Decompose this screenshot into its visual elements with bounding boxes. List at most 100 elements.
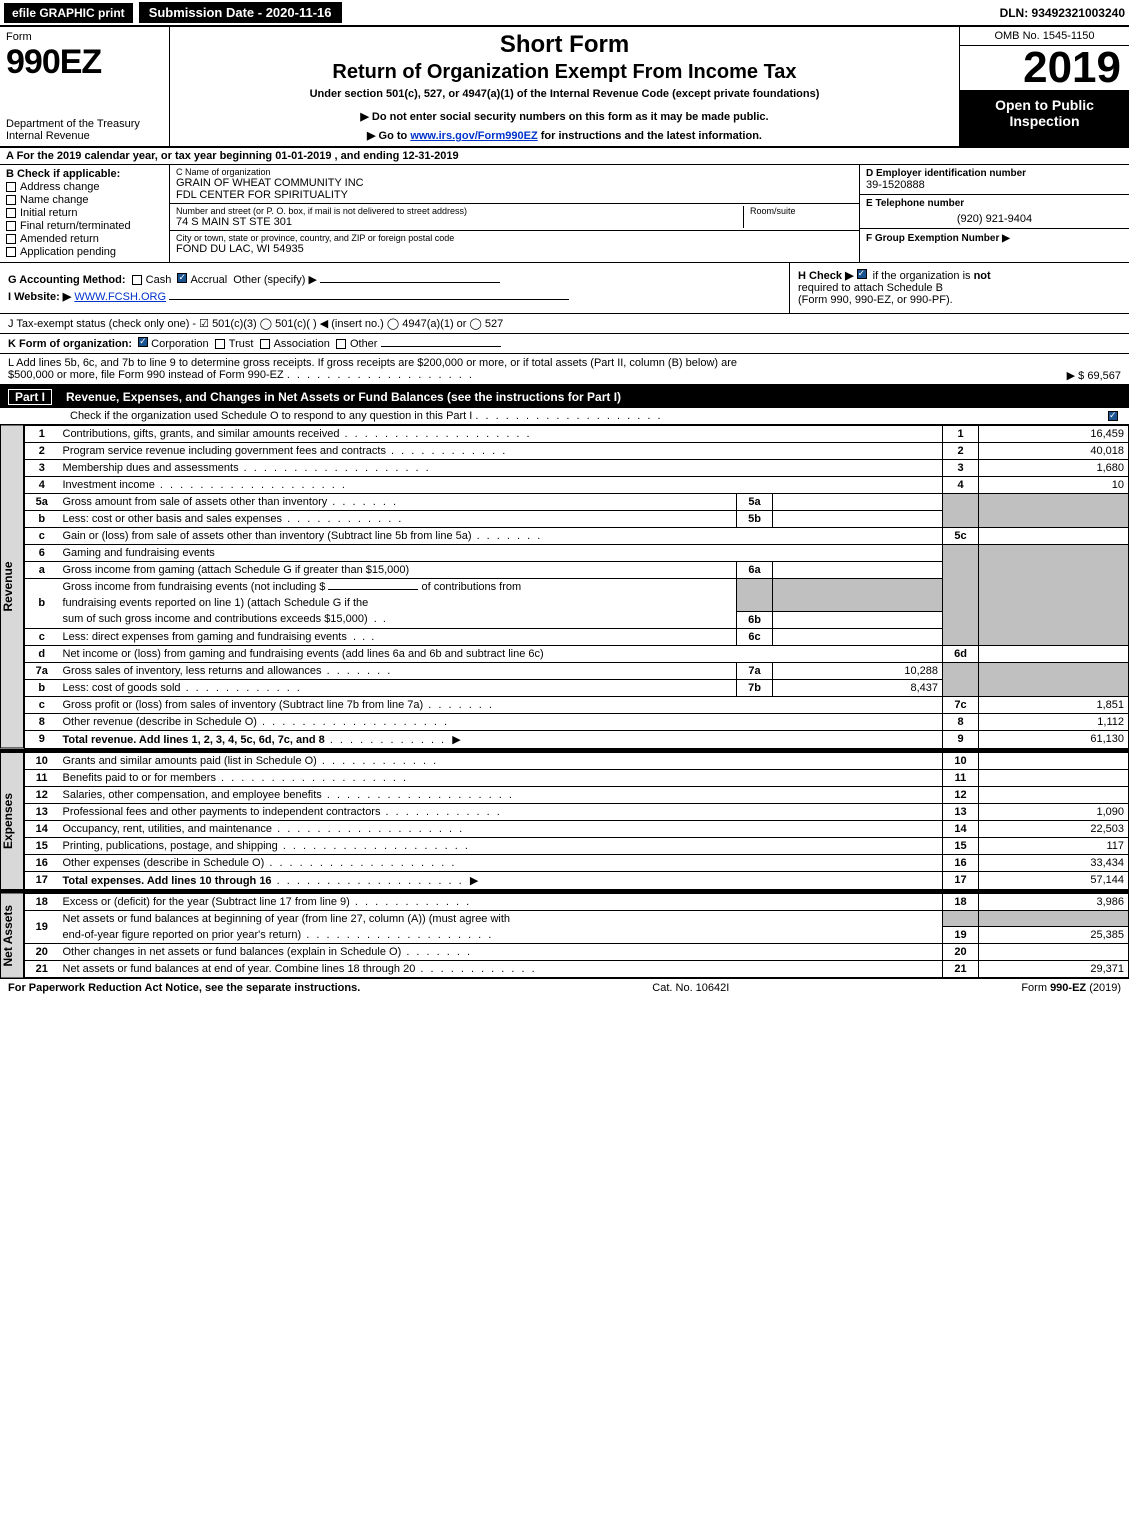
right-num: 12: [943, 786, 979, 803]
checkbox-checked-icon[interactable]: [177, 273, 187, 283]
checkbox-checked-icon[interactable]: [857, 269, 867, 279]
c-city-row: City or town, state or province, country…: [170, 231, 859, 257]
dots-icon: [282, 513, 403, 525]
tax-year: 2019: [960, 46, 1129, 91]
dots-icon: [272, 875, 464, 887]
right-num: 9: [943, 730, 979, 748]
line-desc: Gross profit or (loss) from sales of inv…: [59, 696, 943, 713]
h-line2: required to attach Schedule B: [798, 282, 1121, 294]
line-num: 13: [25, 803, 59, 820]
submission-date-button[interactable]: Submission Date - 2020-11-16: [139, 2, 342, 23]
checkbox-icon[interactable]: [6, 208, 16, 218]
org-name-1: GRAIN OF WHEAT COMMUNITY INC: [176, 177, 853, 189]
goto-link[interactable]: www.irs.gov/Form990EZ: [410, 130, 537, 142]
blank-input[interactable]: [328, 589, 418, 590]
h-not: not: [974, 270, 991, 282]
line-num: 15: [25, 837, 59, 854]
line-desc: Salaries, other compensation, and employ…: [59, 786, 943, 803]
line-20: 20 Other changes in net assets or fund b…: [25, 944, 1129, 961]
line-num: 18: [25, 893, 59, 910]
header-left: Form 990EZ Department of the Treasury In…: [0, 27, 170, 146]
g-label: G Accounting Method:: [8, 274, 126, 286]
b-application-pending[interactable]: Application pending: [6, 246, 163, 258]
g-other-input[interactable]: [320, 282, 500, 283]
dots-icon: [386, 445, 507, 457]
line-num: 5a: [25, 494, 59, 511]
right-val: 29,371: [979, 961, 1129, 978]
line-desc: Gaming and fundraising events: [59, 545, 943, 562]
line-desc: Total revenue. Add lines 1, 2, 3, 4, 5c,…: [59, 730, 943, 748]
desc-text: Other revenue (describe in Schedule O): [63, 716, 257, 728]
line-11: 11 Benefits paid to or for members 11: [25, 769, 1129, 786]
line-num: 16: [25, 854, 59, 871]
line-desc: Investment income: [59, 477, 943, 494]
desc-text: Total expenses. Add lines 10 through 16: [63, 875, 272, 887]
line-desc: Gross sales of inventory, less returns a…: [59, 662, 737, 679]
checkbox-icon[interactable]: [6, 195, 16, 205]
k-label: K Form of organization:: [8, 338, 132, 350]
checkbox-checked-icon[interactable]: [1108, 411, 1118, 421]
website-link[interactable]: WWW.FCSH.ORG: [74, 291, 166, 303]
right-num: 21: [943, 961, 979, 978]
netassets-lines: 18 Excess or (deficit) for the year (Sub…: [24, 893, 1129, 979]
checkbox-icon[interactable]: [6, 182, 16, 192]
dots-icon: [257, 716, 449, 728]
desc-text: Benefits paid to or for members: [63, 772, 216, 784]
g-accrual: Accrual: [190, 274, 227, 286]
line-7c: c Gross profit or (loss) from sales of i…: [25, 696, 1129, 713]
efile-print-button[interactable]: efile GRAPHIC print: [4, 3, 133, 23]
line-desc: Other changes in net assets or fund bala…: [59, 944, 943, 961]
dots-icon: [317, 755, 438, 767]
right-num: 10: [943, 752, 979, 769]
b-address-change[interactable]: Address change: [6, 181, 163, 193]
checkbox-icon[interactable]: [132, 275, 142, 285]
mid-num: 7b: [737, 679, 773, 696]
line-21: 21 Net assets or fund balances at end of…: [25, 961, 1129, 978]
side-label-expenses: Expenses: [0, 752, 24, 890]
b-item-2: Initial return: [20, 207, 77, 219]
org-name-2: FDL CENTER FOR SPIRITUALITY: [176, 189, 853, 201]
right-num: 19: [943, 927, 979, 944]
checkbox-icon[interactable]: [6, 221, 16, 231]
under-section: Under section 501(c), 527, or 4947(a)(1)…: [178, 88, 951, 100]
b-initial-return[interactable]: Initial return: [6, 207, 163, 219]
b-final-return[interactable]: Final return/terminated: [6, 220, 163, 232]
line-desc: Other expenses (describe in Schedule O): [59, 854, 943, 871]
checkbox-icon[interactable]: [260, 339, 270, 349]
room-suite-label: Room/suite: [750, 206, 853, 216]
d-ein-row: D Employer identification number 39-1520…: [860, 165, 1129, 195]
form-number: 990EZ: [6, 43, 163, 82]
b-amended-return[interactable]: Amended return: [6, 233, 163, 245]
right-val: 1,112: [979, 713, 1129, 730]
line-num: 1: [25, 426, 59, 443]
line-desc: Less: direct expenses from gaming and fu…: [59, 628, 737, 645]
dots-icon: [401, 946, 472, 958]
line-num: 2: [25, 443, 59, 460]
line-6d: d Net income or (loss) from gaming and f…: [25, 645, 1129, 662]
h-line3: (Form 990, 990-EZ, or 990-PF).: [798, 294, 1121, 306]
footer-right-prefix: Form: [1021, 982, 1050, 994]
right-val: 25,385: [979, 927, 1129, 944]
dots-icon: [272, 823, 464, 835]
b-name-change[interactable]: Name change: [6, 194, 163, 206]
grey-cell: [979, 910, 1129, 927]
k-corp: Corporation: [151, 338, 208, 350]
h-line1: H Check ▶ if the organization is not: [798, 269, 1121, 282]
right-num: 15: [943, 837, 979, 854]
checkbox-checked-icon[interactable]: [138, 337, 148, 347]
right-num: 8: [943, 713, 979, 730]
line-desc: Net income or (loss) from gaming and fun…: [59, 645, 943, 662]
checkbox-icon[interactable]: [6, 234, 16, 244]
grey-cell: [773, 579, 943, 612]
netassets-section: Net Assets 18 Excess or (deficit) for th…: [0, 890, 1129, 979]
checkbox-icon[interactable]: [215, 339, 225, 349]
revenue-section: Revenue 1 Contributions, gifts, grants, …: [0, 425, 1129, 749]
k-other-input[interactable]: [381, 346, 501, 347]
desc-text: Gain or (loss) from sale of assets other…: [63, 530, 472, 542]
line-num: 7a: [25, 662, 59, 679]
mid-val: 10,288: [773, 662, 943, 679]
mid-val: [773, 628, 943, 645]
checkbox-icon[interactable]: [6, 247, 16, 257]
checkbox-icon[interactable]: [336, 339, 346, 349]
g-cash: Cash: [146, 274, 172, 286]
